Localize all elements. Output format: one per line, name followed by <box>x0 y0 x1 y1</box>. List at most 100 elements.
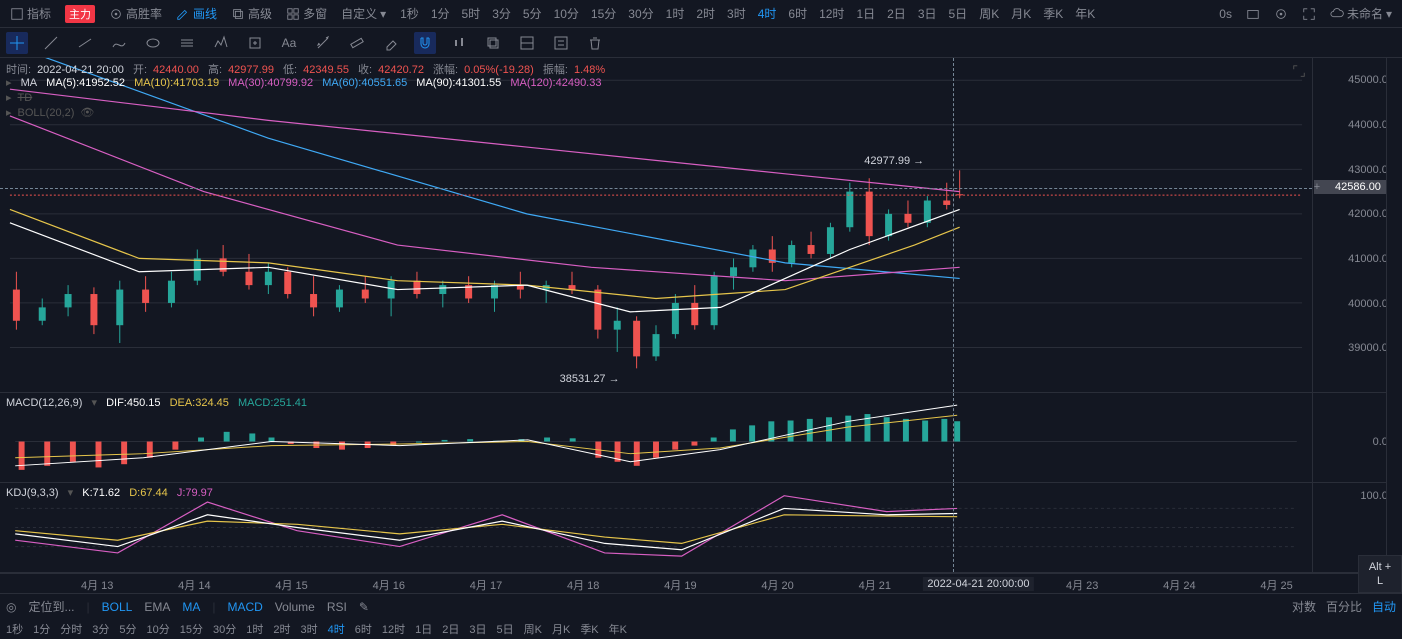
snapshot-icon[interactable] <box>1240 5 1266 23</box>
footer-tf-1时[interactable]: 1时 <box>246 621 263 637</box>
main-badge[interactable]: 主力 <box>59 3 101 25</box>
list-tool[interactable] <box>550 32 572 54</box>
footer-tf-1日[interactable]: 1日 <box>415 621 432 637</box>
winrate-btn[interactable]: 高胜率 <box>103 3 168 24</box>
top-tf-1日[interactable]: 1日 <box>850 3 881 24</box>
footer-tf-10分[interactable]: 10分 <box>147 621 170 637</box>
top-tf-1秒[interactable]: 1秒 <box>394 3 425 24</box>
pencil-icon <box>176 7 190 21</box>
footer-tf-4时[interactable]: 4时 <box>328 621 345 637</box>
top-tf-5日[interactable]: 5日 <box>943 3 974 24</box>
log-scale-btn[interactable]: 对数 <box>1292 598 1316 615</box>
hlines-tool[interactable] <box>176 32 198 54</box>
settings-icon[interactable] <box>1268 5 1294 23</box>
indicator-btn[interactable]: 指标 <box>4 3 57 24</box>
brush-tool[interactable] <box>108 32 130 54</box>
macd-btn[interactable]: MACD <box>227 600 262 614</box>
top-tf-30分[interactable]: 30分 <box>622 3 659 24</box>
footer-tf-2时[interactable]: 2时 <box>273 621 290 637</box>
wave-tool[interactable] <box>210 32 232 54</box>
boll-legend: ▸BOLL(20,2)👁 <box>6 106 100 119</box>
kdj-pane[interactable]: KDJ(9,3,3) ▾ K:71.62 D:67.44 J:79.97 100… <box>0 483 1402 573</box>
volume-btn[interactable]: Volume <box>275 600 315 614</box>
footer-tf-年K[interactable]: 年K <box>609 621 627 637</box>
xtick: 4月 13 <box>81 577 113 593</box>
refresh-timer[interactable]: 0s <box>1213 5 1238 23</box>
fullscreen-icon[interactable] <box>1296 5 1322 23</box>
top-tf-4时[interactable]: 4时 <box>752 3 783 24</box>
top-tf-3分[interactable]: 3分 <box>486 3 517 24</box>
cloud-icon <box>1330 7 1344 21</box>
top-tf-3日[interactable]: 3日 <box>912 3 943 24</box>
top-tf-周K[interactable]: 周K <box>973 3 1005 24</box>
top-tf-季K[interactable]: 季K <box>1037 3 1069 24</box>
advanced-btn[interactable]: 高级 <box>225 3 278 24</box>
top-tf-15分[interactable]: 15分 <box>585 3 622 24</box>
top-tf-月K[interactable]: 月K <box>1005 3 1037 24</box>
ema-btn[interactable]: EMA <box>144 600 170 614</box>
footer-tf-2日[interactable]: 2日 <box>442 621 459 637</box>
top-tf-1分[interactable]: 1分 <box>425 3 456 24</box>
footer-tf-12时[interactable]: 12时 <box>382 621 405 637</box>
top-tf-2日[interactable]: 2日 <box>881 3 912 24</box>
top-tf-1时[interactable]: 1时 <box>660 3 691 24</box>
footer-tf-1秒[interactable]: 1秒 <box>6 621 23 637</box>
footer-tf-3时[interactable]: 3时 <box>301 621 318 637</box>
cursor-tool[interactable] <box>6 32 28 54</box>
trash-tool[interactable] <box>584 32 606 54</box>
time-axis[interactable]: 4月 134月 144月 154月 164月 174月 184月 194月 20… <box>0 573 1402 593</box>
footer-tf-分时[interactable]: 分时 <box>60 621 82 637</box>
ma-btn[interactable]: MA <box>182 600 200 614</box>
multiwin-btn[interactable]: 多窗 <box>280 3 333 24</box>
crosshair-horizontal <box>0 188 1312 189</box>
footer-tf-周K[interactable]: 周K <box>524 621 542 637</box>
boll-btn[interactable]: BOLL <box>102 600 133 614</box>
layout-tool[interactable] <box>516 32 538 54</box>
macd-pane[interactable]: MACD(12,26,9) ▾ DIF:450.15 DEA:324.45 MA… <box>0 393 1402 483</box>
top-tf-10分[interactable]: 10分 <box>548 3 585 24</box>
rsi-btn[interactable]: RSI <box>327 600 347 614</box>
price-pane[interactable]: 时间:2022-04-21 20:00 开:42440.00 高:42977.9… <box>0 58 1402 393</box>
eraser-tool[interactable] <box>380 32 402 54</box>
footer-timeframes: 1秒 1分分时 3分 5分 10分 15分 30分 1时 2时 3时 4时 6时 12时 1日 2日 3日 5日… <box>0 619 1402 639</box>
footer-tf-30分[interactable]: 30分 <box>213 621 236 637</box>
expand-icon[interactable] <box>1292 64 1306 81</box>
footer-tf-1分[interactable]: 1分 <box>33 621 50 637</box>
auto-scale-btn[interactable]: 自动 <box>1372 598 1396 615</box>
line-tool[interactable] <box>74 32 96 54</box>
top-tf-3时[interactable]: 3时 <box>721 3 752 24</box>
custom-btn[interactable]: 自定义 ▾ <box>335 3 392 24</box>
top-tf-年K[interactable]: 年K <box>1069 3 1101 24</box>
top-tf-5时[interactable]: 5时 <box>456 3 487 24</box>
footer-tf-6时[interactable]: 6时 <box>355 621 372 637</box>
locate-btn[interactable]: 定位到... <box>28 598 74 615</box>
magic-tool[interactable] <box>312 32 334 54</box>
target-icon <box>109 7 123 21</box>
pct-scale-btn[interactable]: 百分比 <box>1326 598 1362 615</box>
untitled-dropdown[interactable]: 未命名 ▾ <box>1324 3 1398 24</box>
top-tf-12时[interactable]: 12时 <box>813 3 850 24</box>
footer-tf-15分[interactable]: 15分 <box>180 621 203 637</box>
top-tf-2时[interactable]: 2时 <box>690 3 721 24</box>
footer-tf-3分[interactable]: 3分 <box>92 621 109 637</box>
copy-tool[interactable] <box>482 32 504 54</box>
drawline-btn[interactable]: 画线 <box>170 3 223 24</box>
right-scrollbar[interactable] <box>1386 58 1402 573</box>
footer-tf-3日[interactable]: 3日 <box>469 621 486 637</box>
xtick: 4月 16 <box>373 577 405 593</box>
text-tool[interactable]: Aa <box>278 32 300 54</box>
footer-tf-季K[interactable]: 季K <box>580 621 598 637</box>
footer-tf-月K[interactable]: 月K <box>552 621 570 637</box>
measure-tool[interactable] <box>346 32 368 54</box>
footer-tf-5日[interactable]: 5日 <box>497 621 514 637</box>
footer-tf-5分[interactable]: 5分 <box>119 621 136 637</box>
candle-tool[interactable] <box>448 32 470 54</box>
trendline-tool[interactable] <box>40 32 62 54</box>
rect-tool[interactable] <box>244 32 266 54</box>
edit-indicators-icon[interactable]: ✎ <box>359 600 369 614</box>
top-tf-6时[interactable]: 6时 <box>782 3 813 24</box>
locate-icon[interactable]: ◎ <box>6 600 16 614</box>
top-tf-5分[interactable]: 5分 <box>517 3 548 24</box>
magnet-tool[interactable] <box>414 32 436 54</box>
ellipse-tool[interactable] <box>142 32 164 54</box>
